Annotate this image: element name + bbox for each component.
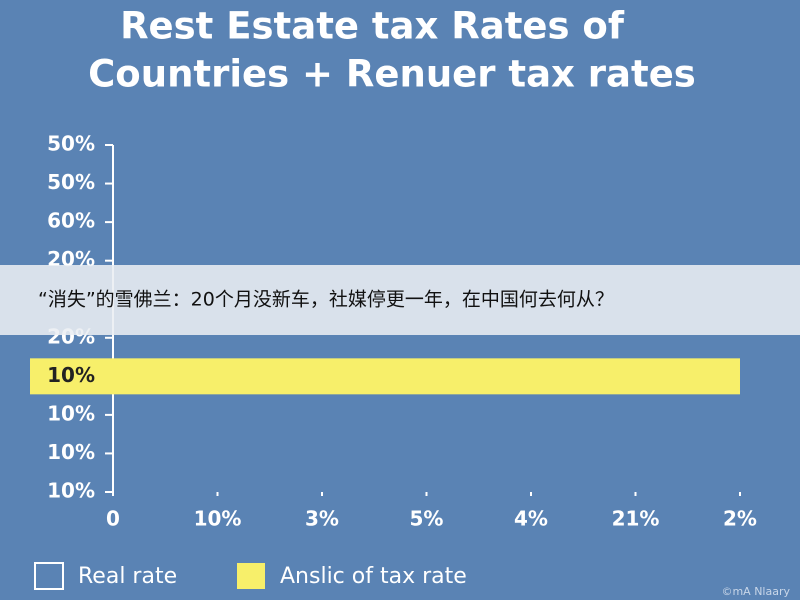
x-tick-label: 21% bbox=[612, 507, 660, 531]
y-tick-label: 10% bbox=[47, 440, 95, 464]
y-tick-label: 10% bbox=[47, 363, 95, 387]
y-tick-label: 10% bbox=[47, 401, 95, 425]
chart-title: Rest Estate tax Rates of bbox=[120, 5, 625, 48]
watermark: ©mA Nlaary bbox=[721, 585, 790, 598]
chart-title: Countries + Renuer tax rates bbox=[88, 53, 696, 96]
x-tick-label: 10% bbox=[194, 507, 242, 531]
y-tick-label: 50% bbox=[47, 132, 95, 156]
x-tick-label: 0 bbox=[106, 507, 120, 531]
y-tick-label: 10% bbox=[47, 479, 95, 503]
legend-swatch bbox=[237, 563, 265, 589]
x-tick-label: 3% bbox=[305, 507, 339, 531]
x-tick-label: 2% bbox=[723, 507, 757, 531]
y-tick-label: 60% bbox=[47, 209, 95, 233]
legend-swatch bbox=[34, 562, 64, 590]
bar bbox=[30, 358, 740, 395]
legend-label: Real rate bbox=[78, 564, 177, 589]
y-tick-label: 50% bbox=[47, 170, 95, 194]
x-tick-label: 4% bbox=[514, 507, 548, 531]
x-tick-label: 5% bbox=[410, 507, 444, 531]
banner-bg bbox=[0, 265, 800, 335]
banner-text: “消失”的雪佛兰：20个月没新车，社媒停更一年，在中国何去何从？ bbox=[38, 289, 614, 311]
legend-label: Anslic of tax rate bbox=[280, 564, 467, 589]
